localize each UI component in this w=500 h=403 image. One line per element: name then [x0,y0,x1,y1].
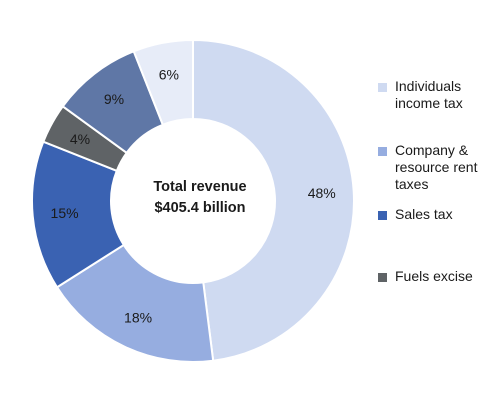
donut-slice-0 [192,38,355,362]
legend-swatch [378,147,387,156]
slice-label-2: 15% [51,205,79,221]
slice-label-5: 6% [159,66,179,82]
slice-label-0: 48% [308,185,336,201]
legend-swatch [378,211,387,220]
center-label-line-2: $405.4 billion [154,200,245,216]
slice-label-1: 18% [124,310,152,326]
legend-label: Company & resource rent taxes [395,142,478,192]
donut-slice-5 [132,38,194,127]
legend-label: Fuels excise [395,268,473,284]
center-label-line-1: Total revenue [153,179,246,195]
donut-slices [31,38,355,363]
slice-labels: 48% 18% 15% 4% 9% 6% [51,66,336,325]
legend-label: Individuals income tax [395,78,463,111]
legend-swatch [378,83,387,92]
slice-label-4: 9% [104,91,124,107]
legend-label: Sales tax [395,206,453,222]
slice-label-3: 4% [70,131,90,147]
donut-slice-1 [55,243,215,363]
legend-swatch [378,273,387,282]
